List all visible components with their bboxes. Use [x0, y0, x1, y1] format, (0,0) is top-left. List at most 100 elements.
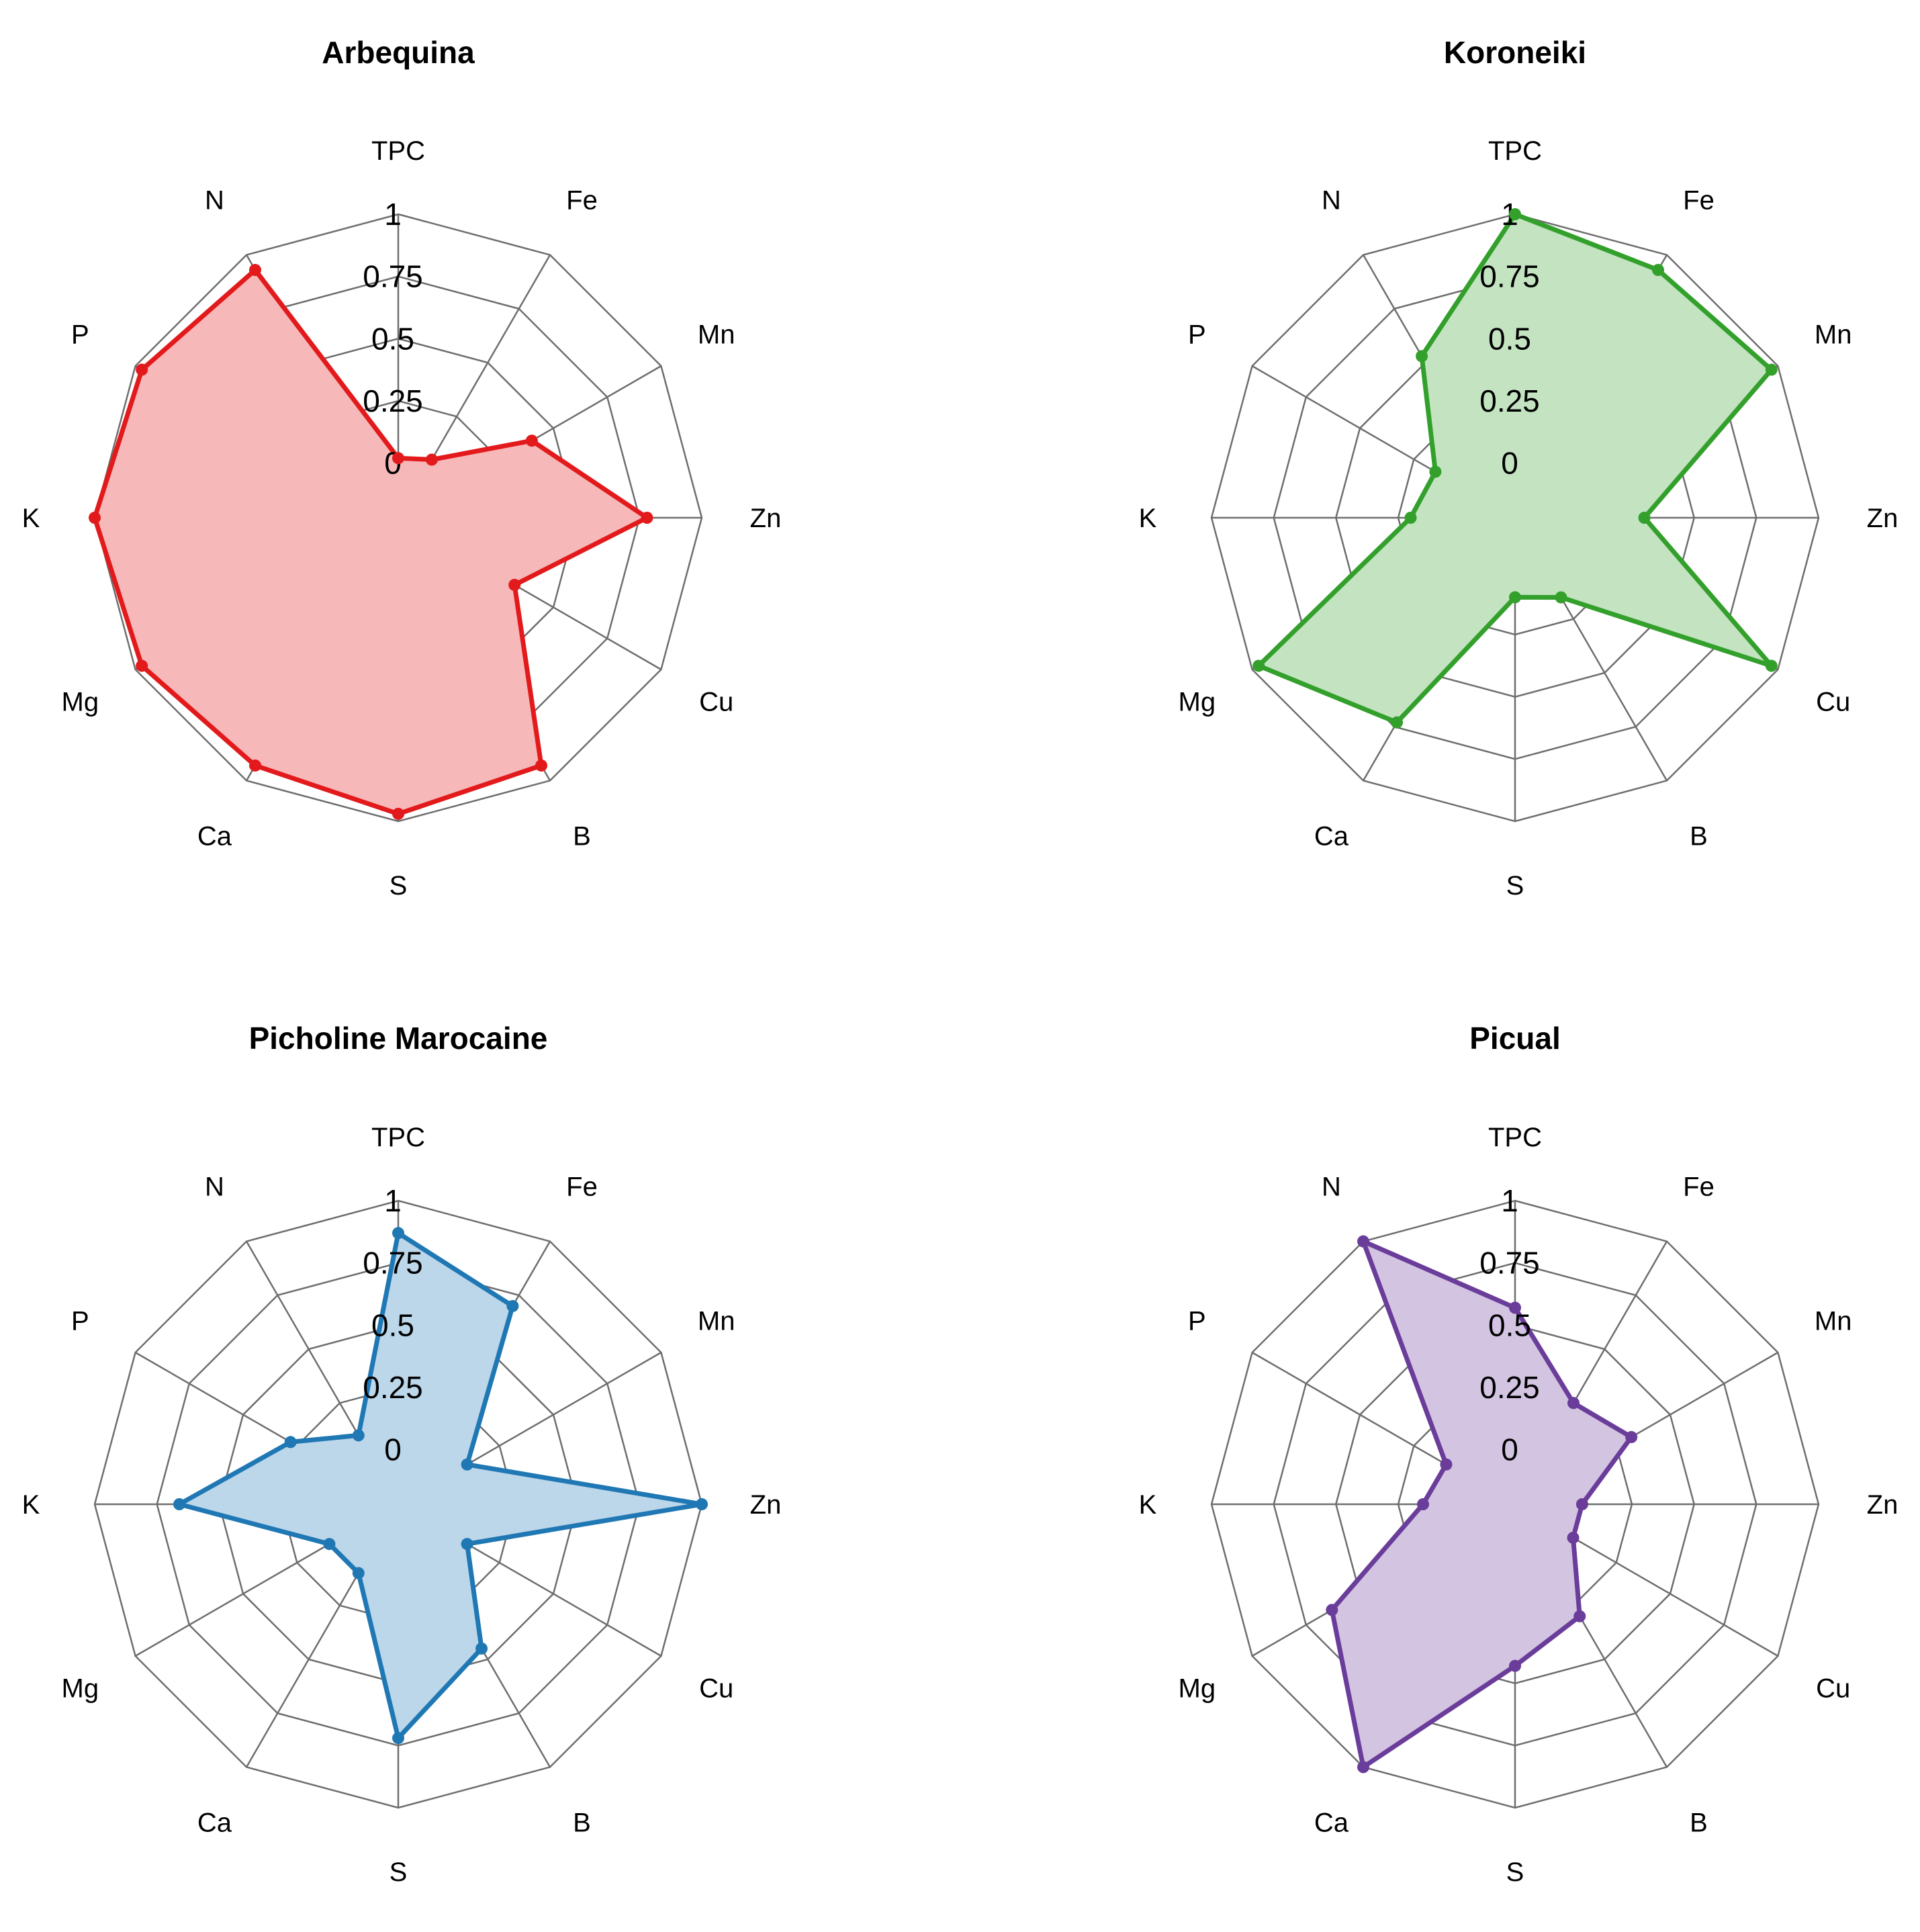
axis-label-mg: Mg: [62, 1674, 99, 1704]
tick-label: 0.5: [1488, 321, 1531, 356]
axis-label-ca: Ca: [197, 822, 232, 852]
grid-spoke: [424, 254, 551, 471]
data-point-zn: [1575, 1498, 1588, 1510]
data-point-b: [1555, 591, 1567, 604]
data-point-mn: [1765, 363, 1778, 376]
data-point-tpc: [392, 1227, 404, 1240]
axis-label-tpc: TPC: [1488, 136, 1542, 166]
data-point-tpc: [1509, 208, 1521, 220]
data-point-fe: [1652, 264, 1665, 277]
data-point-tpc: [392, 452, 404, 465]
data-point-ca: [1357, 1761, 1369, 1774]
radar-panel-arbequina: Arbequina00.250.50.751TPCFeMnZnCuBSCaMgK…: [22, 35, 782, 901]
axis-label-tpc: TPC: [1488, 1123, 1542, 1152]
radar-panel-picual: Picual 0 0.25 0.5 0.75 1 TPC Fe Mn Zn Cu B S Ca Mg K P N: [1139, 1021, 1899, 1887]
axis-label-k: K: [1139, 504, 1157, 533]
axis-label-b: B: [1690, 822, 1708, 852]
axis-label-fe: Fe: [1683, 1172, 1715, 1201]
axis-label-fe: Fe: [566, 185, 598, 215]
axis-label-mg: Mg: [62, 688, 99, 717]
data-point-tpc: [1509, 1301, 1521, 1314]
axis-label-tpc: TPC: [371, 1123, 425, 1152]
tick-label: 0: [1501, 446, 1518, 481]
axis-label-k: K: [22, 1490, 40, 1520]
axis-label-s: S: [1506, 871, 1524, 901]
data-point-n: [1416, 350, 1428, 363]
data-point-p: [284, 1436, 297, 1448]
data-point-ca: [248, 759, 261, 772]
data-point-ca: [352, 1567, 365, 1579]
axis-label-n: N: [205, 185, 224, 215]
data-point-mg: [1252, 659, 1265, 672]
data-point-s: [392, 807, 404, 820]
axis-label-ca: Ca: [197, 1808, 232, 1838]
chart-title: Picholine Marocaine: [249, 1021, 548, 1056]
data-point-mn: [525, 434, 538, 447]
axis-label-k: K: [22, 504, 40, 533]
axis-label-mn: Mn: [1815, 1307, 1852, 1336]
axis-label-zn: Zn: [1867, 1490, 1899, 1520]
data-point-ca: [1391, 716, 1404, 729]
axis-label-cu: Cu: [1816, 1674, 1850, 1704]
data-point-k: [173, 1498, 186, 1510]
data-point-cu: [1765, 659, 1778, 672]
data-point-cu: [508, 578, 521, 591]
tick-label: 1: [1501, 1183, 1518, 1218]
tick-label: 0.5: [371, 1307, 414, 1342]
axis-label-s: S: [390, 871, 408, 901]
grid-spoke: [445, 1530, 662, 1657]
data-point-b: [535, 759, 548, 772]
grid-spoke: [245, 1240, 372, 1458]
data-point-k: [1404, 512, 1417, 524]
data-point-b: [475, 1642, 488, 1655]
tick-label: 0.5: [371, 321, 414, 356]
data-point-fe: [425, 453, 438, 466]
tick-label: 0.75: [1479, 1246, 1540, 1281]
axis-label-mn: Mn: [698, 320, 735, 350]
axis-label-ca: Ca: [1314, 1808, 1349, 1838]
axis-label-zn: Zn: [750, 1490, 782, 1520]
axis-label-b: B: [573, 1808, 591, 1838]
axis-label-s: S: [1506, 1857, 1524, 1887]
data-point-n: [248, 264, 261, 277]
axis-label-p: P: [1188, 1307, 1206, 1336]
data-point-s: [392, 1732, 404, 1745]
axis-label-k: K: [1139, 1490, 1157, 1520]
data-point-fe: [1567, 1397, 1580, 1410]
axis-label-tpc: TPC: [371, 136, 425, 166]
axis-label-p: P: [71, 320, 89, 350]
tick-label: 0.25: [1479, 1370, 1540, 1405]
data-point-b: [1573, 1610, 1586, 1622]
tick-label: 1: [384, 1183, 402, 1218]
axis-label-cu: Cu: [699, 688, 733, 717]
tick-label: 0.25: [363, 383, 423, 418]
axis-label-ca: Ca: [1314, 822, 1349, 852]
data-point-p: [136, 363, 148, 376]
data-point-n: [352, 1429, 365, 1442]
axis-label-n: N: [1322, 1172, 1341, 1201]
tick-label: 0: [1501, 1432, 1518, 1467]
tick-label: 0.5: [1488, 1307, 1531, 1342]
data-point-s: [1509, 591, 1521, 604]
axis-label-fe: Fe: [566, 1172, 598, 1201]
axis-label-n: N: [205, 1172, 224, 1201]
data-point-mn: [1625, 1431, 1638, 1444]
series-polygon: [177, 1230, 704, 1741]
tick-label: 0.75: [1479, 259, 1540, 294]
data-point-fe: [506, 1299, 519, 1312]
axis-label-cu: Cu: [1816, 688, 1850, 717]
axis-label-b: B: [1690, 1808, 1708, 1838]
data-point-k: [89, 512, 101, 524]
data-point-mg: [323, 1538, 336, 1551]
data-point-cu: [1567, 1531, 1580, 1544]
data-point-k: [1417, 1498, 1430, 1510]
data-point-cu: [461, 1538, 473, 1551]
grid-spoke: [245, 1551, 372, 1768]
axis-label-p: P: [71, 1307, 89, 1336]
chart-title: Koroneiki: [1444, 35, 1586, 70]
data-point-s: [1509, 1659, 1521, 1672]
axis-label-n: N: [1322, 185, 1341, 215]
axis-label-fe: Fe: [1683, 185, 1715, 215]
axis-label-mn: Mn: [1815, 320, 1852, 350]
